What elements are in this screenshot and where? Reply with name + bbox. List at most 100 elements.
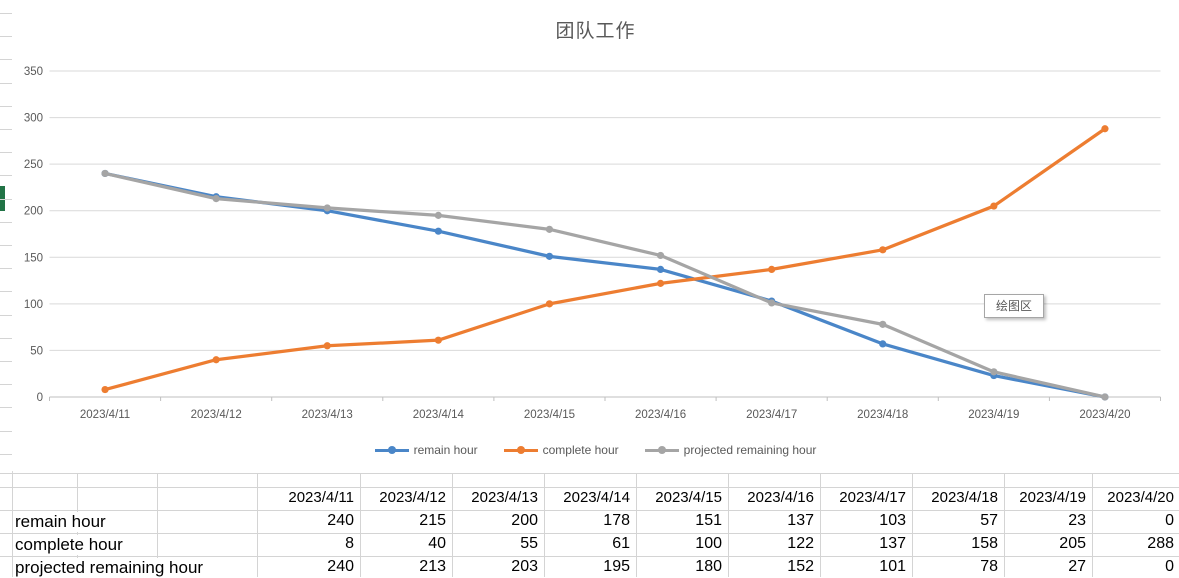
table-cell[interactable]: 78 <box>980 558 998 575</box>
table-cell[interactable]: 200 <box>511 512 538 529</box>
table-gridline-h <box>0 510 1179 511</box>
table-cell[interactable]: 8 <box>345 535 354 552</box>
table-gridline-v <box>1092 473 1093 577</box>
worksheet-gridline <box>0 59 12 60</box>
table-cell[interactable]: 205 <box>1059 535 1086 552</box>
table-cell[interactable]: 101 <box>879 558 906 575</box>
legend-marker-icon <box>387 445 396 454</box>
table-cell[interactable]: 213 <box>419 558 446 575</box>
table-gridline-v <box>820 473 821 577</box>
data-point <box>323 342 331 350</box>
legend-item[interactable]: projected remaining hour <box>644 443 816 457</box>
y-axis-label: 150 <box>24 252 43 264</box>
worksheet-gridline <box>0 315 12 316</box>
table-header-cell[interactable]: 2023/4/17 <box>839 489 906 506</box>
table-header-cell[interactable]: 2023/4/18 <box>931 489 998 506</box>
table-header-cell[interactable]: 2023/4/20 <box>1107 489 1174 506</box>
table-header-cell[interactable]: 2023/4/13 <box>471 489 538 506</box>
table-header-cell[interactable]: 2023/4/12 <box>379 489 446 506</box>
worksheet-gridline <box>0 129 12 130</box>
data-point <box>434 211 442 219</box>
table-cell[interactable]: 195 <box>603 558 630 575</box>
worksheet-gridline <box>0 245 12 246</box>
table-header-cell[interactable]: 2023/4/16 <box>747 489 814 506</box>
x-axis-label: 2023/4/17 <box>746 409 797 421</box>
table-gridline-v <box>452 473 453 577</box>
legend-item[interactable]: complete hour <box>503 443 619 457</box>
table-gridline-h <box>0 487 1179 488</box>
table-cell[interactable]: 178 <box>603 512 630 529</box>
table-cell[interactable]: 40 <box>428 535 446 552</box>
legend-line-marker-icon <box>644 445 679 455</box>
worksheet-gridline <box>0 175 12 176</box>
worksheet-gridline <box>0 407 12 408</box>
x-axis-label: 2023/4/19 <box>968 409 1019 421</box>
table-gridline-v <box>157 473 158 577</box>
worksheet-gridline <box>0 152 12 153</box>
data-point <box>768 265 776 273</box>
plot-area: 0 50 100 150 200 250 300 350 2023/4/11 2023/4/12 2… <box>24 66 1161 421</box>
table-row-label[interactable]: complete hour <box>15 535 128 555</box>
x-axis-label: 2023/4/11 <box>80 409 130 421</box>
table-cell[interactable]: 137 <box>879 535 906 552</box>
x-axis-label: 2023/4/12 <box>191 409 242 421</box>
x-axis-label: 2023/4/13 <box>302 409 353 421</box>
table-header-cell[interactable]: 2023/4/14 <box>563 489 630 506</box>
table-gridline-v <box>636 473 637 577</box>
table-gridline-h <box>0 556 1179 557</box>
chart-legend: remain hour complete hour projected remain… <box>12 439 1179 461</box>
data-point <box>656 251 665 260</box>
legend-label: complete hour <box>542 443 619 457</box>
table-cell[interactable]: 23 <box>1068 512 1086 529</box>
worksheet-gridline <box>0 222 12 223</box>
table-header-cell[interactable]: 2023/4/11 <box>288 489 354 506</box>
data-point <box>545 225 554 233</box>
y-axis-label: 100 <box>24 299 43 311</box>
worksheet-gridline <box>0 454 12 455</box>
data-point <box>656 265 665 273</box>
table-gridline-h <box>0 533 1179 534</box>
plot-area-tooltip: 绘图区 <box>984 294 1044 318</box>
data-point <box>1101 393 1109 401</box>
table-cell[interactable]: 158 <box>971 535 998 552</box>
legend-item[interactable]: remain hour <box>374 443 478 457</box>
data-point <box>879 340 887 348</box>
table-cell[interactable]: 203 <box>511 558 538 575</box>
table-cell[interactable]: 151 <box>695 512 722 529</box>
legend-label: remain hour <box>413 443 478 457</box>
table-row-label[interactable]: projected remaining hour <box>15 558 209 578</box>
worksheet-gridline <box>0 268 12 269</box>
table-cell[interactable]: 152 <box>787 558 814 575</box>
table-cell[interactable]: 57 <box>980 512 998 529</box>
y-axis-label: 300 <box>24 113 43 125</box>
table-cell[interactable]: 137 <box>787 512 814 529</box>
table-row-label[interactable]: remain hour <box>15 512 111 532</box>
y-axis-label: 250 <box>24 159 43 171</box>
x-axis-label: 2023/4/18 <box>857 409 908 421</box>
table-cell[interactable]: 100 <box>695 535 722 552</box>
table-cell[interactable]: 180 <box>695 558 722 575</box>
data-point <box>434 336 442 344</box>
table-cell[interactable]: 0 <box>1165 512 1174 529</box>
table-gridline-v <box>544 473 545 577</box>
table-cell[interactable]: 103 <box>879 512 906 529</box>
table-cell[interactable]: 240 <box>327 558 354 575</box>
table-header-cell[interactable]: 2023/4/19 <box>1019 489 1086 506</box>
worksheet-gridline <box>0 106 12 107</box>
table-cell[interactable]: 288 <box>1147 535 1174 552</box>
table-cell[interactable]: 215 <box>419 512 446 529</box>
worksheet-gridline <box>0 291 12 292</box>
table-cell[interactable]: 0 <box>1165 558 1174 575</box>
table-gridline-v <box>1004 473 1005 577</box>
table-gridline-v <box>12 473 13 577</box>
table-cell[interactable]: 27 <box>1068 558 1086 575</box>
table-cell[interactable]: 55 <box>520 535 538 552</box>
table-cell[interactable]: 61 <box>612 535 630 552</box>
data-point <box>879 246 887 254</box>
table-cell[interactable]: 240 <box>327 512 354 529</box>
chart-object[interactable]: 团队工作 0 50 100 150 200 250 300 350 2023/4/11 2023/… <box>12 0 1179 471</box>
table-cell[interactable]: 122 <box>787 535 814 552</box>
y-axis-label: 200 <box>24 206 43 218</box>
table-header-cell[interactable]: 2023/4/15 <box>655 489 722 506</box>
